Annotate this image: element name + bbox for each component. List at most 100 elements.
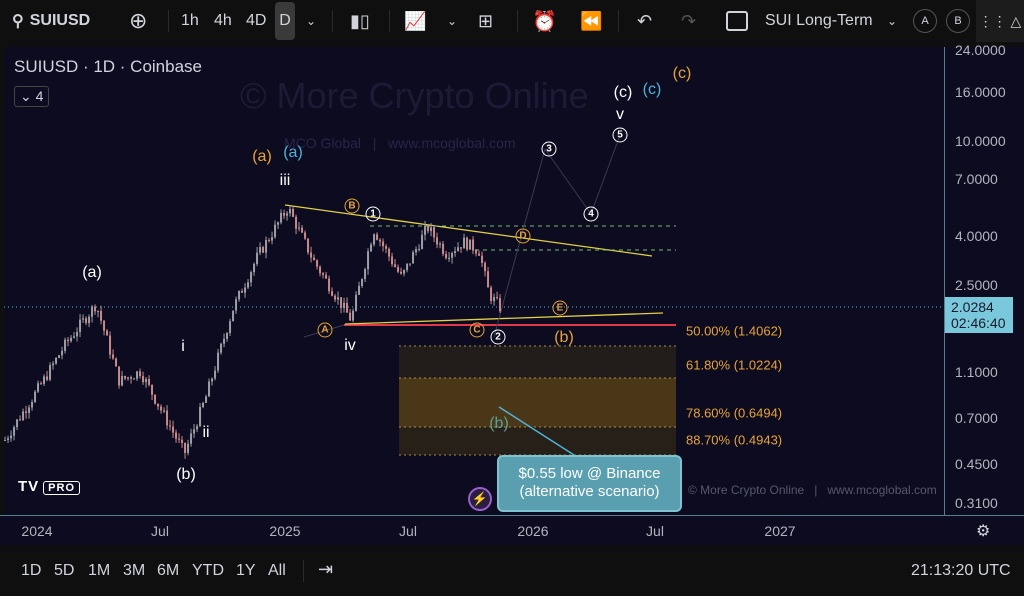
candle-body <box>7 438 10 440</box>
lower-trendline[interactable] <box>344 312 664 325</box>
candle-body <box>19 419 22 421</box>
candle-body <box>235 299 238 311</box>
compare-plus-icon[interactable]: ⊕ <box>129 8 148 33</box>
candles-icon[interactable]: ▮▯ <box>350 10 370 31</box>
candle-body <box>55 357 58 364</box>
layout-checkbox-icon[interactable] <box>726 0 748 42</box>
go-to-date-icon[interactable]: ⇥ <box>318 559 334 579</box>
candle-body <box>280 212 283 223</box>
candle-body <box>406 263 409 270</box>
time-tick: 2025 <box>269 523 301 539</box>
candle-body <box>94 306 97 312</box>
candle-body <box>304 232 307 239</box>
interval-4d[interactable]: 4D <box>246 12 267 29</box>
candle-body <box>214 370 217 379</box>
chart-pane[interactable]: © More Crypto Online MCO Global | www.mc… <box>4 47 944 515</box>
candle-body <box>133 378 136 380</box>
layout-name[interactable]: SUI Long-Term <box>765 12 873 29</box>
fib-label-50: 50.00% (1.4062) <box>686 323 783 339</box>
candle-body <box>331 291 334 296</box>
candle-body <box>364 269 367 280</box>
interval-dropdown-icon[interactable]: ⌄ <box>306 14 317 28</box>
candle-body <box>448 257 451 259</box>
price-tick: 4.0000 <box>955 228 998 244</box>
candle-body <box>229 321 232 334</box>
range-3m[interactable]: 3M <box>123 562 146 579</box>
last-price-badge: 2.0284 02:46:40 <box>945 297 1013 333</box>
candle-body <box>49 365 52 380</box>
wave-label-c-orange: (c) <box>672 65 692 82</box>
lightning-icon[interactable]: ⚡ <box>468 487 492 511</box>
alert-clock-icon[interactable]: ⏰ <box>532 10 557 33</box>
time-axis[interactable]: 2024 Jul 2025 Jul 2026 Jul 2027 ⚙ <box>0 515 1024 545</box>
watermark-bottom: © More Crypto Online | www.mcoglobal.com <box>688 483 937 497</box>
callout-box[interactable]: $0.55 low @ Binance (alternative scenari… <box>497 455 682 512</box>
candle-body <box>295 216 298 229</box>
candle-body <box>118 366 121 386</box>
candle-body <box>358 285 361 295</box>
price-axis[interactable]: 24.0000 16.0000 10.0000 7.0000 4.0000 2.… <box>944 42 1024 515</box>
candle-body <box>31 402 34 408</box>
range-1y[interactable]: 1Y <box>236 562 256 579</box>
drawing-panel-handle-icon[interactable]: ⋮⋮ △ <box>976 0 1024 42</box>
candle-body <box>226 333 229 339</box>
candle-body <box>28 407 31 413</box>
candle-body <box>142 376 145 383</box>
interval-4h[interactable]: 4h <box>214 12 232 29</box>
candle-body <box>52 363 55 366</box>
range-ytd[interactable]: YTD <box>192 562 224 579</box>
candle-body <box>67 339 70 342</box>
fib-label-786: 78.60% (0.6494) <box>686 405 783 421</box>
layout-dropdown-icon[interactable]: ⌄ <box>887 14 898 28</box>
candle-body <box>193 429 196 434</box>
templates-grid-icon[interactable]: ⊞ <box>478 10 494 31</box>
candle-body <box>457 247 460 252</box>
range-1m[interactable]: 1M <box>88 562 111 579</box>
candle-body <box>361 279 364 286</box>
search-icon: ⚲ <box>12 13 24 30</box>
candle-body <box>205 396 208 403</box>
candle-body <box>223 338 226 344</box>
range-all[interactable]: All <box>268 562 286 579</box>
candle-body <box>337 297 340 300</box>
candle-body <box>79 319 82 332</box>
candle-body <box>265 240 268 253</box>
wave-label-v: v <box>616 106 624 123</box>
wave-label-c-white: (c) <box>613 84 633 101</box>
watermark-main: © More Crypto Online <box>240 75 589 116</box>
wave-circle-1: 1 <box>365 206 381 222</box>
candle-body <box>247 282 250 288</box>
replay-icon[interactable]: ⏪ <box>580 10 603 31</box>
wave-circle-5: 5 <box>612 127 628 143</box>
undo-icon[interactable]: ↶ <box>637 10 653 31</box>
symbol-search[interactable]: ⚲ SUIUSD <box>12 0 90 42</box>
wave-label-a: (a) <box>82 264 102 281</box>
candle-body <box>421 234 424 249</box>
circle-a-button[interactable]: A <box>913 9 937 33</box>
wave-label-b-orange: (b) <box>554 329 574 346</box>
clock[interactable]: 21:13:20 UTC <box>911 562 1011 579</box>
circle-b-button[interactable]: B <box>946 9 970 33</box>
range-5d[interactable]: 5D <box>54 562 75 579</box>
candle-body <box>439 243 442 245</box>
legend-collapse-button[interactable]: ⌄ 4 <box>14 86 50 107</box>
interval-d[interactable]: D <box>275 2 295 40</box>
wave-circle-C: C <box>469 322 485 338</box>
wave-label-iii: iii <box>279 172 291 189</box>
candle-body <box>493 297 496 302</box>
candle-body <box>232 310 235 322</box>
interval-1h[interactable]: 1h <box>181 12 199 29</box>
redo-icon[interactable]: ↷ <box>681 10 697 31</box>
candle-body <box>4 439 7 441</box>
candle-body <box>112 354 115 359</box>
range-1d[interactable]: 1D <box>21 562 42 579</box>
upper-trendline[interactable] <box>284 204 653 257</box>
range-6m[interactable]: 6M <box>157 562 180 579</box>
candle-body <box>181 439 184 443</box>
indicators-icon[interactable]: 📈 <box>404 10 427 31</box>
candle-body <box>454 251 457 253</box>
axis-settings-gear-icon[interactable]: ⚙ <box>976 523 991 540</box>
tradingview-pro-logo: TV PRO <box>18 478 81 495</box>
indicators-dropdown-icon[interactable]: ⌄ <box>447 14 458 28</box>
candle-body <box>22 411 25 420</box>
